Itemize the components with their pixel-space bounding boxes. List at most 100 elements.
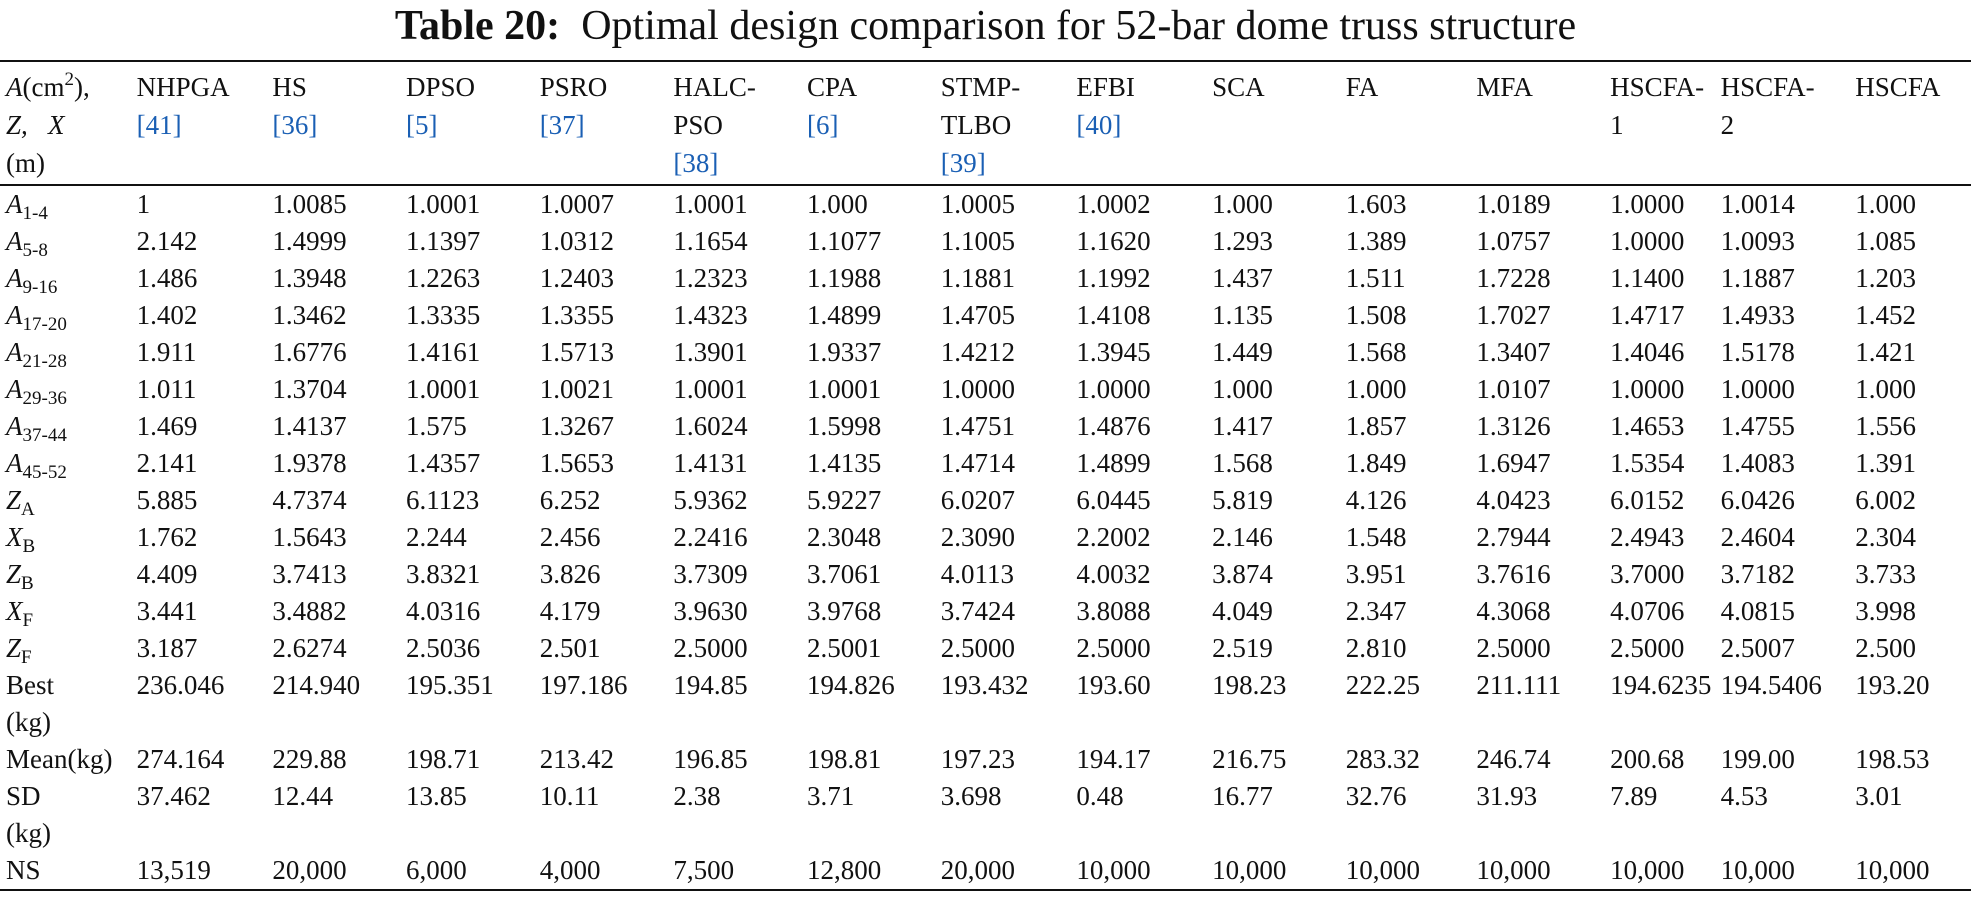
table-cell: 1.4212 [940, 337, 1015, 367]
table-cell: 194.17 [1076, 744, 1151, 774]
table-cell: 4.0706 [1610, 596, 1685, 626]
table-cell: 1.4161 [406, 337, 481, 367]
table-cell: 2.501 [539, 633, 601, 663]
table-cell: 10,000 [1476, 855, 1551, 885]
row-label: Best (kg) [6, 670, 55, 737]
table-cell: 1.0085 [272, 189, 347, 219]
table-cell: 1.4751 [940, 411, 1015, 441]
citation-link[interactable]: [40] [1076, 110, 1122, 140]
table-cell: 3.441 [136, 596, 198, 626]
table-cell: 10.11 [539, 781, 600, 811]
table-cell: 1.1654 [673, 226, 748, 256]
table-cell: 2.4604 [1720, 522, 1795, 552]
table-cell: 13,519 [136, 855, 211, 885]
table-cell: 12.44 [272, 781, 334, 811]
table-cell: 2.5036 [406, 633, 481, 663]
table-cell: 1.1992 [1076, 263, 1151, 293]
table-row: A21-28 1.911 1.6776 1.4161 1.5713 1.3901 1.933… [0, 334, 1971, 371]
table-cell: 194.5406 [1720, 670, 1822, 700]
table-cell: 1.5713 [539, 337, 614, 367]
table-cell: 5.9362 [673, 485, 748, 515]
table-cell: 1.1881 [940, 263, 1015, 293]
table-cell: 194.6235 [1610, 670, 1712, 700]
table-cell: 1.568 [1212, 448, 1273, 478]
table-cell: 1.6947 [1476, 448, 1551, 478]
table-cell: 194.826 [807, 670, 895, 700]
table-cell: 6.0445 [1076, 485, 1151, 515]
table-cell: 1.603 [1345, 189, 1407, 219]
table-cell: 198.53 [1855, 744, 1930, 774]
table-cell: 1.4083 [1720, 448, 1795, 478]
table-row: A29-36 1.011 1.3704 1.0001 1.0021 1.0001 1.000… [0, 371, 1971, 408]
header-method-cell: HS [36] [266, 61, 400, 185]
row-label: A45-52 [6, 448, 67, 483]
table-cell: 1.437 [1212, 263, 1273, 293]
table-row: XB 1.762 1.5643 2.244 2.456 2.2416 2.3048 2.309… [0, 519, 1971, 556]
table-cell: 236.046 [136, 670, 225, 700]
table-cell: 1.548 [1345, 522, 1407, 552]
table-cell: 1.3126 [1476, 411, 1551, 441]
table-cell: 1.4323 [673, 300, 748, 330]
table-cell: 7,500 [673, 855, 735, 885]
table-cell: 1.4137 [272, 411, 347, 441]
table-cell: 4.409 [136, 559, 198, 589]
table-cell: 1 [136, 189, 151, 219]
table-cell: 10,000 [1855, 855, 1930, 885]
header-method-cell: HALC- PSO [38] [667, 61, 801, 185]
table-cell: 1.417 [1212, 411, 1273, 441]
table-cell: 32.76 [1345, 781, 1407, 811]
table-cell: 10,000 [1610, 855, 1685, 885]
citation-link[interactable]: [39] [940, 148, 986, 178]
table-cell: 1.1005 [940, 226, 1015, 256]
table-cell: 1.0757 [1476, 226, 1551, 256]
header-method-cell: NHPGA [41] [131, 61, 267, 185]
citation-link[interactable]: [36] [272, 110, 318, 140]
table-cell: 1.1620 [1076, 226, 1151, 256]
table-cell: 1.389 [1345, 226, 1407, 256]
table-cell: 2.5000 [673, 633, 748, 663]
citation-link[interactable]: [5] [406, 110, 438, 140]
table-cell: 1.4705 [940, 300, 1015, 330]
table-cell: 1.3267 [539, 411, 614, 441]
header-method-cell: HSCFA- 1 [1610, 72, 1705, 140]
table-cell: 1.0000 [1610, 226, 1685, 256]
citation-link[interactable]: [41] [136, 110, 182, 140]
results-table: A(cm2), Z, X (m) NHPGA [41] HS [36] DPSO [5] P… [0, 60, 1971, 891]
table-cell: 2.142 [136, 226, 198, 256]
table-cell: 2.2002 [1076, 522, 1151, 552]
table-cell: 0.48 [1076, 781, 1124, 811]
table-cell: 2.519 [1212, 633, 1273, 663]
table-cell: 10,000 [1212, 855, 1287, 885]
table-cell: 6.002 [1855, 485, 1917, 515]
table-cell: 222.25 [1345, 670, 1420, 700]
table-cell: 214.940 [272, 670, 361, 700]
table-cell: 6.0152 [1610, 485, 1685, 515]
table-cell: 1.000 [1345, 374, 1407, 404]
table-cell: 4.0316 [406, 596, 481, 626]
table-cell: 1.000 [1212, 189, 1273, 219]
table-caption-label: Table 20: [394, 3, 561, 49]
table-row: A9-16 1.486 1.3948 1.2263 1.2403 1.2323 1.1988… [0, 260, 1971, 297]
row-label: SD (kg) [6, 781, 51, 848]
table-cell: 3.874 [1212, 559, 1273, 589]
table-cell: 4.53 [1720, 781, 1768, 811]
row-label: A1-4 [6, 189, 48, 224]
header-method-cell: SCA [1212, 72, 1265, 102]
table-cell: 37.462 [136, 781, 211, 811]
table-cell: 2.456 [539, 522, 601, 552]
table-cell: 274.164 [136, 744, 225, 774]
header-method-cell: DPSO [5] [400, 61, 534, 185]
table-cell: 3.951 [1345, 559, 1407, 589]
table-cell: 193.60 [1076, 670, 1151, 700]
citation-link[interactable]: [6] [807, 110, 839, 140]
table-cell: 1.4653 [1610, 411, 1685, 441]
table-cell: 1.4899 [807, 300, 882, 330]
citation-link[interactable]: [37] [539, 110, 585, 140]
table-cell: 3.826 [539, 559, 601, 589]
table-cell: 1.011 [136, 374, 197, 404]
citation-link[interactable]: [38] [673, 148, 719, 178]
row-label: A29-36 [6, 374, 67, 409]
table-cell: 1.1887 [1720, 263, 1795, 293]
table-cell: 1.4131 [673, 448, 748, 478]
table-cell: 3.187 [136, 633, 198, 663]
